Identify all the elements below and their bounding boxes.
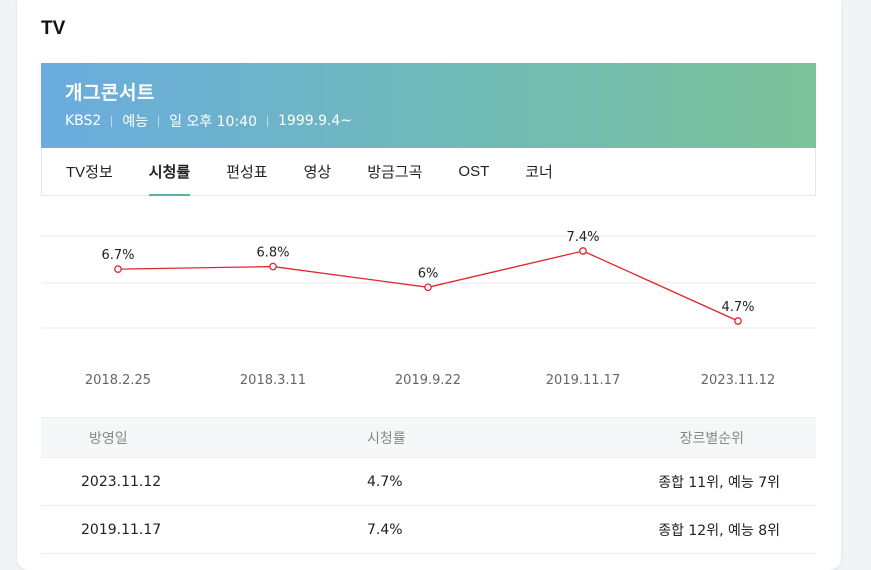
row-rank: 종합 12위, 예능 8위 [658,522,780,539]
program-schedule: 일 오후 10:40 [169,114,257,130]
chart-data-label: 6.8% [256,246,289,261]
chart-x-tick-label: 2018.2.25 [85,373,151,388]
row-date: 2023.11.12 [81,473,162,490]
chart-x-tick-label: 2019.11.17 [546,373,620,388]
table-row: 2019.11.17 7.4% 종합 12위, 예능 8위 [41,506,816,554]
chart-point [424,283,432,292]
row-rating: 4.7% [367,473,403,490]
ratings-chart-svg: 6.7% 6.8% 6% 7.4% 4.7% 2018.2.25 2018.3.11 2019… [41,230,816,388]
program-genre: 예능 [122,114,149,130]
row-rating: 7.4% [367,521,403,538]
table-header: 방영일 시청률 장르별순위 [41,417,816,458]
meta-divider [111,115,113,127]
chart-point [734,317,742,325]
header-date: 방영일 [89,430,128,447]
section-title: TV [41,18,66,39]
tab-corner[interactable]: 코너 [525,164,553,181]
program-channel: KBS2 [65,113,102,129]
row-rank: 종합 11위, 예능 7위 [658,474,780,491]
program-meta: KBS2 예능 일 오후 10:40 1999.9.4~ [65,111,352,131]
tab-ost[interactable]: OST [458,163,490,180]
tab-song[interactable]: 방금그곡 [367,164,423,181]
row-date: 2019.11.17 [81,521,162,538]
tab-ratings[interactable]: 시청률 [148,148,191,196]
program-banner: 개그콘서트 KBS2 예능 일 오후 10:40 1999.9.4~ [41,63,816,148]
chart-point [269,262,277,271]
tab-tv-info[interactable]: TV정보 [66,164,113,181]
chart-x-tick-label: 2023.11.12 [701,373,775,388]
program-start-date: 1999.9.4~ [278,113,353,129]
chart-x-tick-label: 2018.3.11 [240,373,306,388]
tv-card: TV 개그콘서트 KBS2 예능 일 오후 10:40 1999.9.4~ TV… [17,0,841,570]
chart-x-tick-label: 2019.9.22 [395,373,461,388]
meta-divider [158,115,160,127]
program-tabs: TV정보 시청률 편성표 영상 방금그곡 OST 코너 [41,148,816,196]
chart-data-label: 7.4% [566,230,599,245]
program-title[interactable]: 개그콘서트 [65,82,155,104]
header-rank: 장르별순위 [679,430,744,447]
chart-data-label: 6.7% [101,248,134,263]
header-rating: 시청률 [367,430,406,447]
ratings-chart: 6.7% 6.8% 6% 7.4% 4.7% 2018.2.25 2018.3.11 2019… [41,210,816,400]
meta-divider [267,115,268,127]
tab-schedule[interactable]: 편성표 [226,164,268,181]
chart-point [579,247,587,255]
table-row: 2023.11.12 4.7% 종합 11위, 예능 7위 [41,458,816,506]
chart-point [114,265,122,273]
chart-data-label: 6% [418,266,439,281]
chart-data-label: 4.7% [721,300,754,315]
ratings-table: 방영일 시청률 장르별순위 2023.11.12 4.7% 종합 11위, 예능… [41,417,816,554]
tab-video[interactable]: 영상 [303,164,332,181]
